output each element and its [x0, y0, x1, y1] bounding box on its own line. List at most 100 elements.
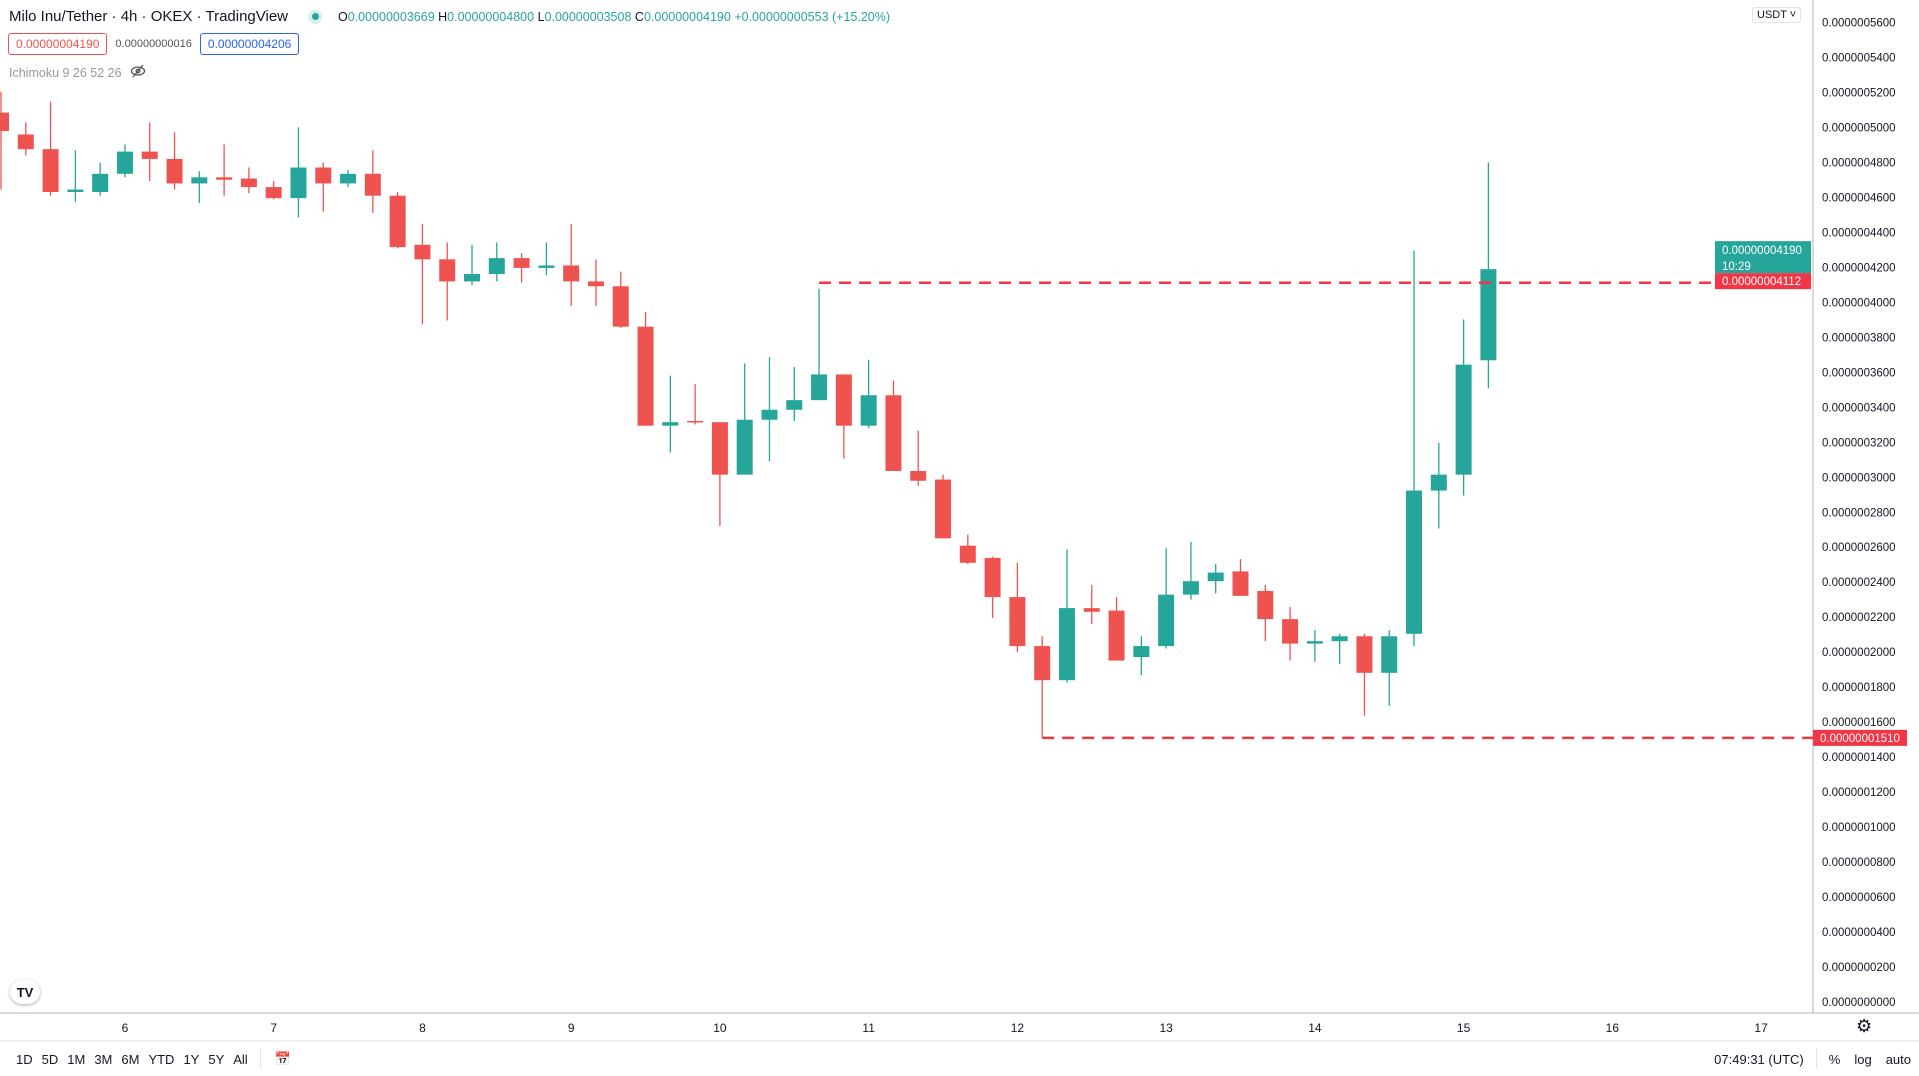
price-chart[interactable]: 0.0000000000 0.0000000200 0.0000000400 0.00…	[0, 0, 1919, 1042]
candle-body	[835, 374, 852, 426]
candle-body	[191, 177, 208, 184]
range-1d[interactable]: 1D	[16, 1051, 33, 1067]
bottom-toolbar: 1D 5D 1M 3M 6M YTD 1Y 5Y All 📅 07:49:31 …	[0, 1042, 1919, 1076]
price-tick-label: 0.0000001800	[1822, 682, 1896, 694]
range-all[interactable]: All	[233, 1051, 248, 1067]
price-tick-label: 0.0000004000	[1822, 297, 1896, 309]
chart-legend: Milo Inu/Tether · 4h · OKEX · TradingVie…	[9, 8, 890, 25]
time-tick-label: 6	[122, 1021, 129, 1035]
price-tick-label: 0.0000003000	[1822, 472, 1896, 484]
candle-body	[389, 195, 406, 248]
candle-body	[910, 470, 927, 481]
range-3m[interactable]: 3M	[94, 1051, 113, 1067]
candle-body	[141, 151, 158, 159]
price-tick-label: 0.0000005400	[1822, 53, 1896, 65]
symbol-title[interactable]: Milo Inu/Tether · 4h · OKEX · TradingVie…	[9, 8, 289, 25]
price-tick-label: 0.0000003400	[1822, 402, 1896, 414]
clock-time[interactable]: 07:49:31 (UTC)	[1714, 1051, 1804, 1067]
range-5y[interactable]: 5Y	[208, 1051, 225, 1067]
percent-toggle[interactable]: %	[1828, 1051, 1841, 1067]
candle-body	[711, 422, 728, 475]
time-tick-label: 16	[1606, 1021, 1620, 1035]
candle-body	[439, 259, 456, 282]
candle-body	[216, 177, 233, 180]
price-tick-label: 0.0000000800	[1822, 857, 1896, 869]
price-tick-label: 0.0000003200	[1822, 437, 1896, 449]
candle-body	[17, 134, 34, 150]
candle-body	[265, 187, 282, 199]
candle-body	[1306, 641, 1323, 644]
sell-price-button[interactable]: 0.00000004190	[8, 33, 108, 55]
candle-body	[364, 173, 381, 196]
candle-body	[42, 149, 59, 193]
range-1y[interactable]: 1Y	[183, 1051, 200, 1067]
price-tick-label: 0.0000001600	[1822, 717, 1896, 729]
time-tick-label: 12	[1011, 1021, 1025, 1035]
price-tick-label: 0.0000002000	[1822, 647, 1896, 659]
candle-body	[464, 274, 481, 282]
candle-body	[290, 167, 307, 199]
candle-body	[637, 326, 654, 426]
candle-body	[687, 420, 704, 423]
candle-body	[1182, 581, 1199, 595]
eye-hidden-icon[interactable]	[130, 64, 146, 81]
price-tick-label: 0.0000001200	[1822, 787, 1896, 799]
currency-dropdown[interactable]: USDT ˅	[1752, 7, 1802, 23]
candle-body	[662, 422, 679, 426]
price-tick-label: 0.0000004600	[1822, 192, 1896, 204]
candle-body	[1381, 636, 1398, 673]
tradingview-logo[interactable]: TV	[10, 980, 40, 1004]
range-ytd[interactable]: YTD	[148, 1051, 175, 1067]
time-tick-label: 15	[1457, 1021, 1471, 1035]
time-tick-label: 17	[1754, 1021, 1768, 1035]
candle-body	[240, 178, 257, 188]
candle-body	[612, 286, 629, 327]
price-tick-label: 0.0000000400	[1822, 927, 1896, 939]
indicator-name: Ichimoku 9 26 52 26	[9, 65, 122, 80]
range-5d[interactable]: 5D	[41, 1051, 59, 1067]
price-tick-label: 0.0000001000	[1822, 822, 1896, 834]
indicator-legend[interactable]: Ichimoku 9 26 52 26	[9, 64, 146, 81]
candle-body	[414, 244, 431, 260]
log-toggle[interactable]: log	[1854, 1051, 1872, 1067]
candle-body	[1009, 597, 1026, 647]
candle-body	[488, 258, 505, 275]
time-tick-label: 7	[270, 1021, 277, 1035]
buy-price-button[interactable]: 0.00000004206	[199, 33, 300, 55]
candle-body	[1356, 636, 1373, 673]
candle-body	[1455, 364, 1472, 475]
candle-body	[166, 158, 183, 184]
alert-price-label-bg	[1715, 273, 1811, 290]
goto-date-icon[interactable]: 📅	[274, 1051, 291, 1066]
range-6m[interactable]: 6M	[121, 1051, 140, 1067]
auto-toggle[interactable]: auto	[1885, 1051, 1911, 1067]
settings-gear-icon[interactable]: ⚙	[1856, 1016, 1873, 1036]
price-tick-label: 0.0000004200	[1822, 262, 1896, 274]
candle-body	[959, 545, 976, 563]
candle-body	[885, 395, 902, 471]
price-tick-label: 0.0000005000	[1822, 122, 1896, 134]
ohlc-values: O0.00000003669 H0.00000004800 L0.0000000…	[338, 9, 891, 24]
price-tick-label: 0.0000002400	[1822, 577, 1896, 589]
candle-body	[786, 400, 803, 410]
spread-value: 0.00000000016	[115, 38, 192, 50]
hline-price-label: 0.00000001510	[1820, 733, 1900, 745]
candle-body	[1480, 269, 1497, 361]
candle-body	[116, 151, 133, 174]
candle-body	[761, 409, 778, 420]
candle-body	[811, 374, 828, 401]
alert-price-label: 0.00000004112	[1722, 276, 1801, 288]
price-tick-label: 0.0000000600	[1822, 892, 1896, 904]
candle-body	[736, 419, 753, 475]
candle-body	[1034, 646, 1051, 681]
candle-body	[1108, 610, 1125, 661]
bar-countdown: 10:29	[1722, 261, 1751, 273]
candle-body	[513, 258, 530, 268]
range-1m[interactable]: 1M	[67, 1051, 86, 1067]
candle-body	[1158, 594, 1175, 647]
price-tick-label: 0.0000001400	[1822, 752, 1896, 764]
price-tick-label: 0.0000000000	[1822, 997, 1896, 1009]
candle-body	[563, 265, 580, 282]
price-tick-label: 0.0000002600	[1822, 542, 1896, 554]
candle-body	[1282, 619, 1299, 644]
